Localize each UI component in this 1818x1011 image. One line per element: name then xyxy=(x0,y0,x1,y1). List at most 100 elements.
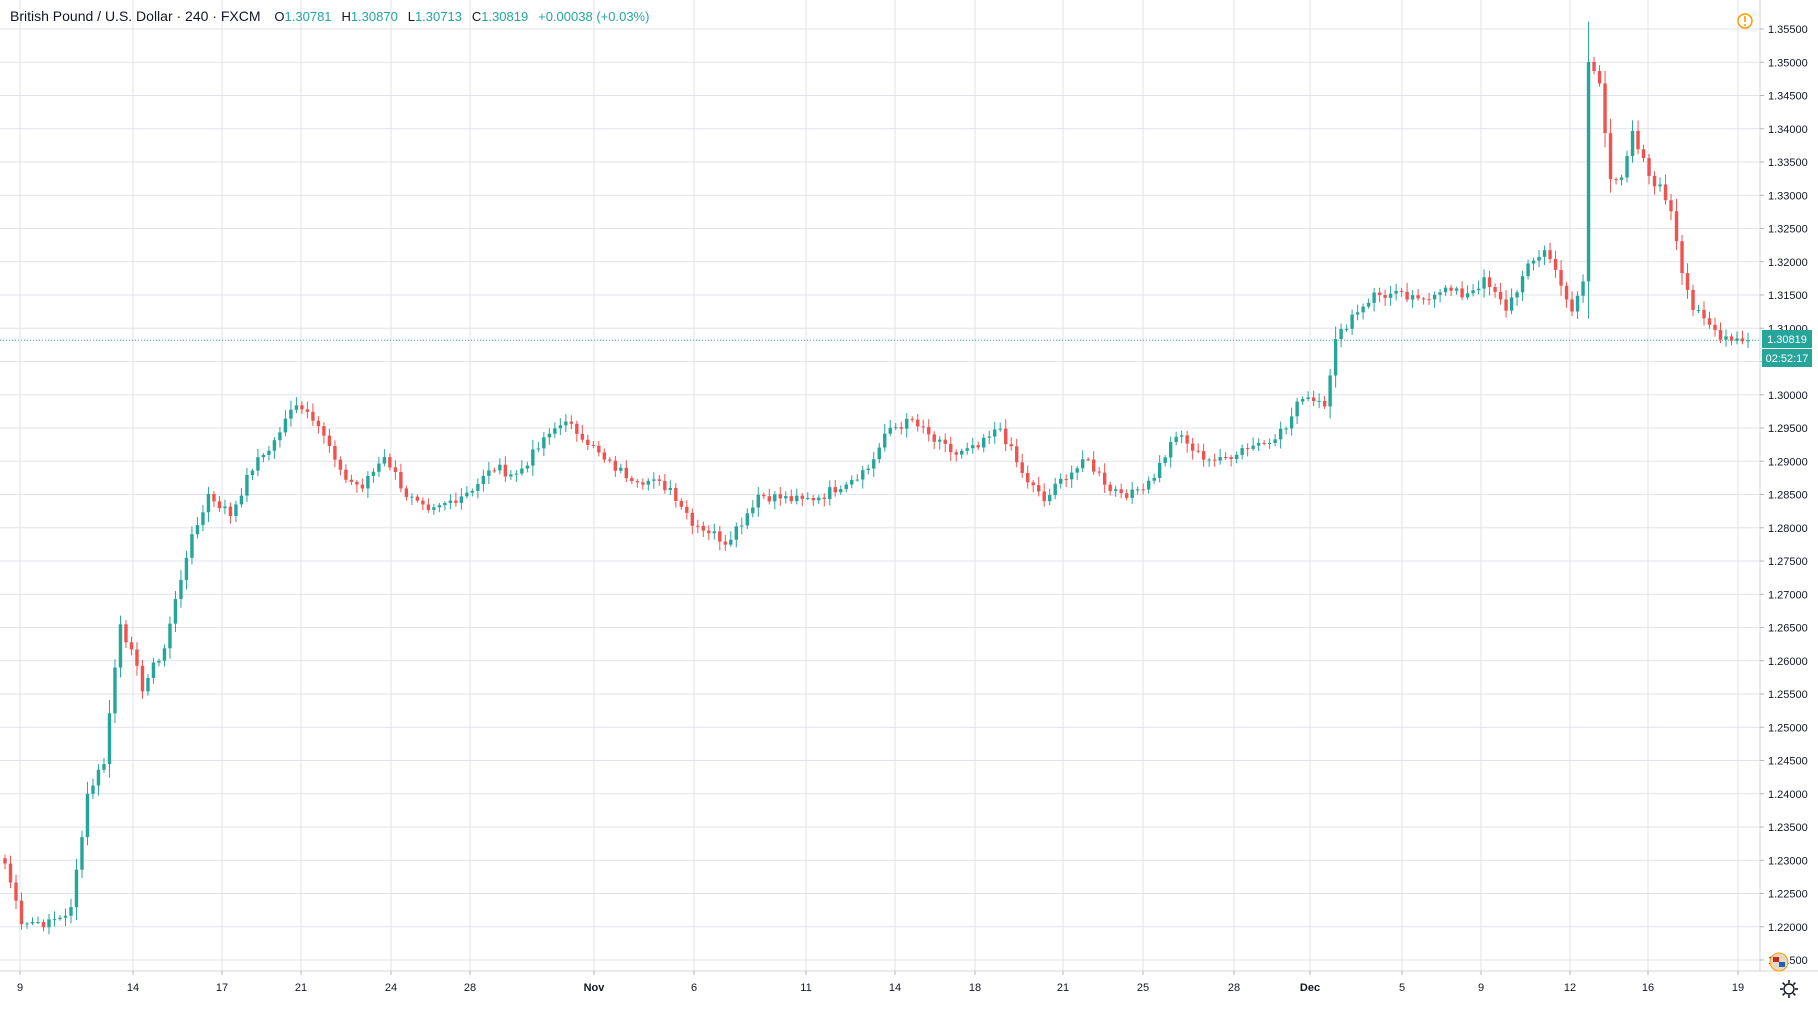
candle xyxy=(470,488,475,497)
candle xyxy=(316,416,321,434)
candle xyxy=(1707,311,1712,329)
candle xyxy=(1124,489,1129,501)
candle xyxy=(905,413,909,438)
candle xyxy=(1394,283,1398,301)
candle xyxy=(1663,174,1668,205)
candle xyxy=(1004,419,1008,452)
candle xyxy=(1284,426,1288,435)
candle xyxy=(1482,269,1486,298)
candle xyxy=(1339,323,1343,348)
candle xyxy=(162,644,167,667)
candle xyxy=(1427,292,1431,305)
y-tick-label: 1.29000 xyxy=(1768,456,1808,468)
candle xyxy=(63,908,68,926)
candle xyxy=(1460,281,1464,301)
x-tick-label: 21 xyxy=(1057,982,1069,994)
candle xyxy=(91,778,95,799)
y-tick-label: 1.23000 xyxy=(1768,855,1808,867)
candle xyxy=(52,911,57,927)
candle xyxy=(817,495,821,505)
candle xyxy=(305,401,310,419)
candle xyxy=(1471,284,1475,297)
symbol-legend[interactable]: British Pound / U.S. Dollar · 240 · FXCM… xyxy=(10,8,649,24)
last-price-label: 1.30819 xyxy=(1767,334,1807,346)
candle xyxy=(998,422,1002,432)
candle xyxy=(74,858,79,921)
candle xyxy=(806,492,810,501)
candle xyxy=(855,474,859,482)
candle xyxy=(569,415,574,430)
candle xyxy=(1586,21,1591,319)
candle xyxy=(1245,443,1250,457)
candle xyxy=(135,642,139,676)
bar-countdown-label: 02:52:17 xyxy=(1766,353,1809,365)
y-tick-label: 1.24500 xyxy=(1768,756,1808,768)
candle xyxy=(1086,457,1090,462)
candle xyxy=(3,854,7,870)
candle xyxy=(157,658,161,667)
y-tick-label: 1.35500 xyxy=(1768,24,1808,36)
candle xyxy=(509,470,513,480)
candle xyxy=(1592,56,1596,75)
candle xyxy=(641,478,645,490)
candle xyxy=(382,449,387,467)
candle xyxy=(1075,466,1079,481)
candle xyxy=(294,397,299,414)
candle xyxy=(1559,260,1563,296)
candle xyxy=(1361,303,1365,320)
candle xyxy=(96,764,101,796)
candle xyxy=(1509,288,1514,315)
x-tick-label: Nov xyxy=(584,982,606,994)
candle xyxy=(646,478,651,491)
time-axis[interactable]: 9 14 17 21 24 28 Nov 6 11 14 18 21 25 28 Dec 5 9 12 16 19 xyxy=(17,971,1744,994)
x-tick-label: 14 xyxy=(889,982,901,994)
candle xyxy=(234,500,238,523)
price-axis[interactable]: 1.215001.220001.225001.230001.235001.240… xyxy=(1760,24,1808,967)
y-tick-label: 1.35000 xyxy=(1768,57,1808,69)
candle xyxy=(916,413,920,432)
candle xyxy=(173,590,178,633)
candle xyxy=(751,500,755,518)
candle xyxy=(811,494,815,507)
x-tick-label: 24 xyxy=(385,982,397,994)
candle xyxy=(1625,150,1629,183)
candle xyxy=(971,437,975,454)
candle xyxy=(1306,391,1310,402)
candle xyxy=(1262,439,1266,446)
candle xyxy=(1069,465,1074,488)
alert-icon[interactable] xyxy=(1737,13,1753,29)
y-tick-label: 1.28000 xyxy=(1768,523,1808,535)
candle xyxy=(195,517,200,539)
candle xyxy=(1405,282,1409,303)
x-tick-label: 19 xyxy=(1732,982,1744,994)
candle xyxy=(338,456,343,476)
candle xyxy=(575,420,579,442)
y-tick-label: 1.30000 xyxy=(1768,390,1808,402)
candle xyxy=(1630,120,1635,163)
candle xyxy=(822,493,826,507)
candle xyxy=(1597,65,1602,87)
gear-icon[interactable] xyxy=(1780,980,1798,998)
candle xyxy=(800,493,804,507)
candle xyxy=(1608,118,1613,193)
x-tick-label: 9 xyxy=(17,982,23,994)
candle xyxy=(1636,120,1640,155)
candle xyxy=(1476,280,1481,295)
candle xyxy=(696,519,700,534)
candle xyxy=(1344,324,1349,332)
candle xyxy=(1735,331,1739,345)
candle xyxy=(773,491,777,510)
candle xyxy=(151,657,156,684)
candle xyxy=(1251,437,1255,451)
candle xyxy=(1273,434,1277,447)
candle xyxy=(833,479,837,497)
candle xyxy=(712,523,717,540)
candle xyxy=(256,448,260,477)
symbol-title[interactable]: British Pound / U.S. Dollar · 240 · FXCM xyxy=(10,8,261,24)
x-tick-label: 9 xyxy=(1478,982,1484,994)
candle xyxy=(734,522,738,548)
candle xyxy=(861,465,865,489)
candle xyxy=(872,452,876,478)
